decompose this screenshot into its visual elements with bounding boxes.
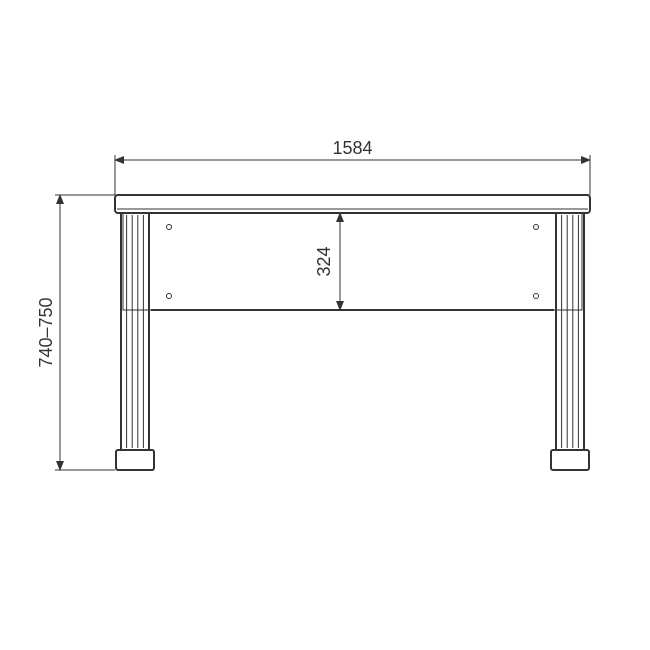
leg-foot bbox=[116, 450, 154, 470]
desk-leg bbox=[121, 213, 149, 450]
leg-foot bbox=[551, 450, 589, 470]
desk-leg bbox=[556, 213, 584, 450]
screw-hole bbox=[167, 294, 172, 299]
table-top bbox=[115, 195, 590, 213]
technical-drawing: 1584 740–750 324 bbox=[0, 0, 650, 650]
dimension-height-label: 740–750 bbox=[36, 297, 56, 367]
screw-hole bbox=[534, 225, 539, 230]
dimension-apron-label: 324 bbox=[314, 246, 334, 276]
dimension-width-label: 1584 bbox=[332, 138, 372, 158]
apron-panel bbox=[123, 213, 582, 310]
screw-hole bbox=[167, 225, 172, 230]
screw-hole bbox=[534, 294, 539, 299]
